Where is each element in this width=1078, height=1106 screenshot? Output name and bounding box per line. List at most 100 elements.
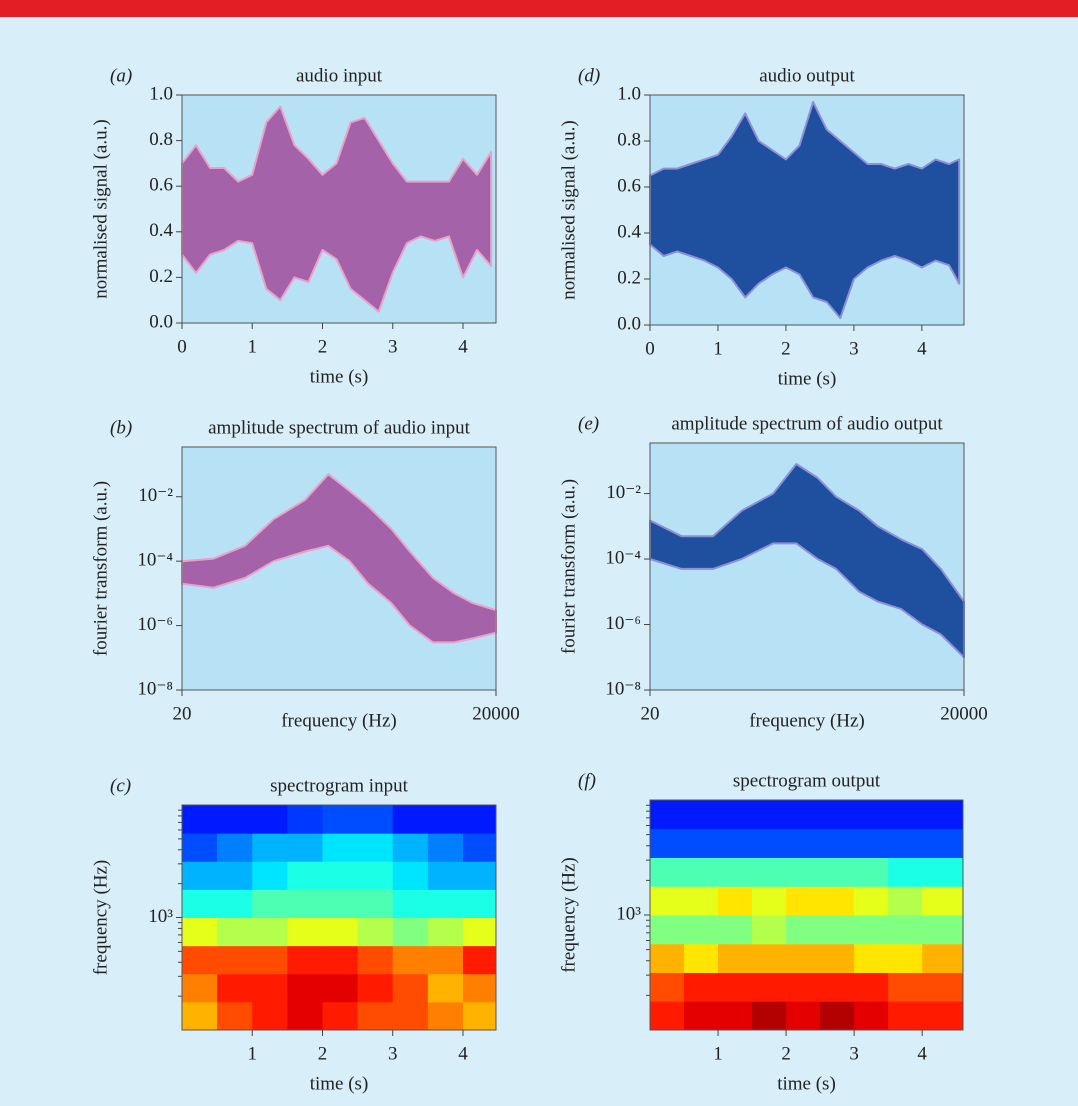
- heatmap-cell: [820, 943, 855, 974]
- heatmap-cell: [427, 833, 464, 862]
- heatmap-cell: [854, 886, 889, 916]
- heatmap-cell: [357, 833, 394, 862]
- heatmap-cell: [888, 800, 923, 830]
- heatmap-cell: [392, 889, 429, 918]
- heatmap-cell: [888, 886, 923, 916]
- y-tick-label: 0.8: [149, 129, 173, 150]
- y-tick-label: 0.4: [617, 221, 641, 242]
- plot-frame: [649, 94, 965, 326]
- heatmap-cell: [922, 828, 964, 859]
- heatmap-cell: [462, 917, 497, 947]
- heatmap-cell: [820, 1001, 855, 1031]
- heatmap-cell: [922, 857, 964, 887]
- y-tick-label: 0.8: [617, 129, 641, 150]
- heatmap-cell: [462, 1001, 497, 1031]
- heatmap-cell: [922, 886, 964, 916]
- heatmap-cell: [462, 861, 497, 890]
- heatmap-cell: [357, 1001, 394, 1031]
- y-axis-label: normalised signal (a.u.): [558, 120, 579, 299]
- heatmap-cell: [786, 1001, 821, 1031]
- x-axis-label: time (s): [777, 1073, 836, 1094]
- y-tick-label: 10⁻⁸: [137, 678, 173, 699]
- chart-title: spectrogram input: [270, 775, 408, 796]
- heatmap-cell: [252, 861, 288, 890]
- y-tick-label: 0.2: [149, 266, 173, 287]
- heatmap-cell: [684, 943, 719, 974]
- heatmap-cell: [392, 945, 429, 975]
- heatmap-cell: [718, 915, 753, 945]
- x-tick-label: 1: [713, 338, 723, 359]
- y-tick-label: 0.6: [617, 175, 641, 196]
- heatmap-cell: [462, 805, 497, 834]
- heatmap-cell: [820, 800, 855, 830]
- heatmap-cell: [684, 1001, 719, 1031]
- heatmap-cell: [888, 972, 923, 1002]
- panel-label: (b): [110, 417, 132, 438]
- panel-label: (c): [110, 775, 131, 796]
- heatmap-cell: [427, 1001, 464, 1031]
- heatmap-cell: [854, 943, 889, 974]
- x-axis-label: time (s): [778, 368, 837, 389]
- heatmap-cell: [252, 973, 288, 1003]
- y-tick-label: 10⁻²: [606, 482, 641, 503]
- heatmap-cell: [252, 889, 288, 918]
- heatmap-cell: [427, 805, 464, 834]
- heatmap-cell: [217, 833, 253, 862]
- heatmap-cell: [650, 828, 685, 859]
- heatmap-cell: [650, 915, 685, 945]
- heatmap-cell: [217, 1001, 253, 1031]
- heatmap-cell: [462, 833, 497, 862]
- heatmap-cell: [718, 800, 753, 830]
- heatmap-cell: [217, 973, 253, 1003]
- heatmap-cell: [287, 973, 323, 1003]
- heatmap-cell: [786, 943, 821, 974]
- heatmap-cell: [650, 943, 685, 974]
- heatmap-cell: [684, 828, 719, 859]
- y-tick-label: 10⁻⁶: [605, 613, 641, 634]
- heatmap-cell: [182, 889, 218, 918]
- heatmap-cell: [684, 857, 719, 887]
- heatmap-cell: [650, 886, 685, 916]
- y-tick-label: 0.0: [617, 313, 641, 334]
- heatmap-cell: [427, 945, 464, 975]
- x-tick-label: 3: [849, 1043, 859, 1064]
- heatmap-cell: [322, 973, 359, 1003]
- heatmap-cell: [252, 1001, 288, 1031]
- x-tick-label: 0: [177, 336, 187, 357]
- heatmap-cell: [888, 857, 923, 887]
- heatmap-cell: [392, 973, 429, 1003]
- y-tick-label: 0.4: [149, 220, 173, 241]
- heatmap-cell: [287, 833, 323, 862]
- heatmap-cell: [718, 943, 753, 974]
- heatmap-cell: [718, 886, 753, 916]
- y-tick-label: 10⁻⁴: [137, 550, 173, 571]
- heatmap-cell: [752, 915, 787, 945]
- heatmap-cell: [786, 972, 821, 1002]
- heatmap-cell: [182, 805, 218, 834]
- x-axis-label: time (s): [310, 1073, 369, 1094]
- heatmap-cell: [322, 889, 359, 918]
- heatmap-cell: [217, 805, 253, 834]
- heatmap-cell: [287, 889, 323, 918]
- panel-label: (e): [578, 413, 599, 434]
- y-tick-label: 1.0: [149, 83, 173, 104]
- heatmap-cell: [752, 943, 787, 974]
- heatmap-cell: [854, 1001, 889, 1031]
- heatmap-cell: [786, 915, 821, 945]
- heatmap-cell: [252, 833, 288, 862]
- heatmap-cell: [252, 917, 288, 947]
- chart-title: audio output: [759, 65, 855, 86]
- heatmap-cell: [922, 1001, 964, 1031]
- heatmap-cell: [392, 833, 429, 862]
- x-tick-label: 20000: [940, 703, 988, 724]
- y-axis-label: frequency (Hz): [90, 860, 111, 976]
- heatmap-cell: [718, 828, 753, 859]
- heatmap-cell: [820, 972, 855, 1002]
- chart-title: audio input: [296, 65, 383, 86]
- heatmap-cell: [182, 973, 218, 1003]
- heatmap-cell: [392, 805, 429, 834]
- heatmap-cell: [182, 861, 218, 890]
- heatmap-cell: [217, 889, 253, 918]
- x-tick-label: 20000: [472, 703, 520, 724]
- heatmap-cell: [650, 972, 685, 1002]
